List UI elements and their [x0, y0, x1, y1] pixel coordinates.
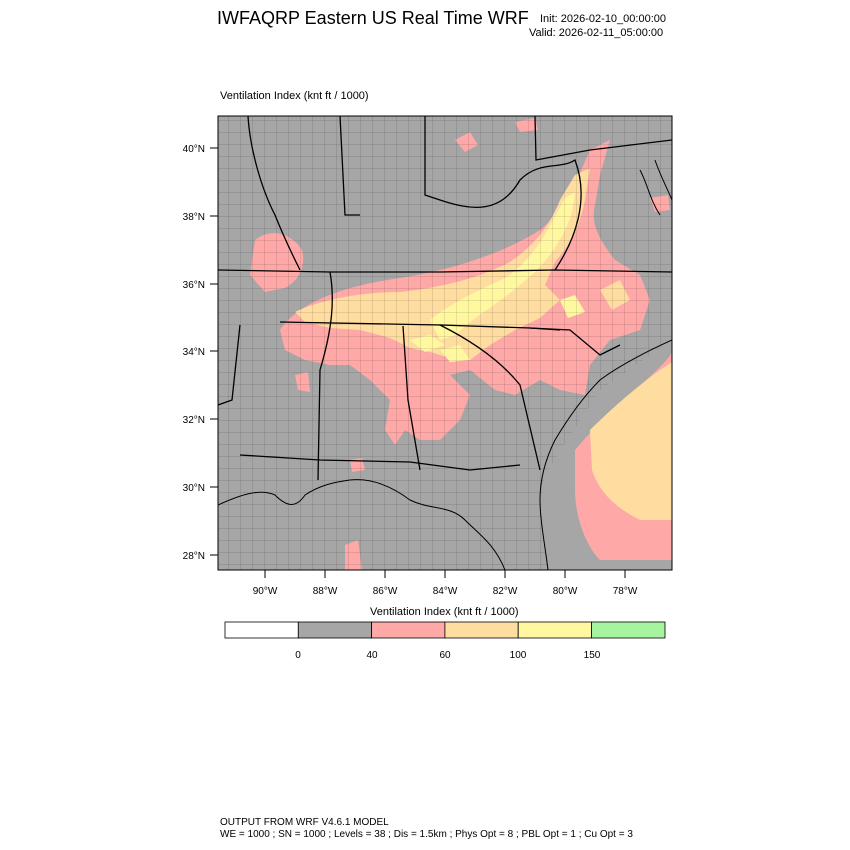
lon-label-82: 82°W [493, 586, 518, 597]
map-title: IWFAQRP Eastern US Real Time WRF [217, 8, 529, 28]
lat-label-38: 38°N [183, 212, 205, 223]
county-lines [218, 116, 672, 570]
model-info-line1: OUTPUT FROM WRF V4.6.1 MODEL [220, 817, 389, 828]
colorbar-swatch-3 [444, 621, 519, 639]
colorbar-swatch-0 [224, 621, 299, 639]
colorbar-label-0: 0 [295, 650, 301, 661]
field-label: Ventilation Index (knt ft / 1000) [220, 90, 369, 102]
colorbar-swatch-2 [371, 621, 446, 639]
colorbar-label-60: 60 [439, 650, 451, 661]
colorbar-label-40: 40 [366, 650, 378, 661]
lat-label-32: 32°N [183, 415, 205, 426]
lat-label-34: 34°N [183, 347, 205, 358]
lat-axis [210, 147, 218, 556]
lat-label-28: 28°N [183, 551, 205, 562]
lon-label-86: 86°W [373, 586, 398, 597]
colorbar-swatch-5 [591, 621, 666, 639]
colorbar-title: Ventilation Index (knt ft / 1000) [370, 606, 519, 618]
lat-label-36: 36°N [183, 280, 205, 291]
lon-axis [264, 570, 626, 578]
colorbar-swatch-1 [297, 621, 372, 639]
colorbar [224, 621, 666, 639]
map-area [218, 116, 672, 570]
lon-label-78: 78°W [613, 586, 638, 597]
init-time: Init: 2026-02-10_00:00:00 [540, 13, 666, 25]
lat-label-40: 40°N [183, 144, 205, 155]
valid-time: Valid: 2026-02-11_05:00:00 [529, 27, 664, 39]
lon-label-90: 90°W [253, 586, 278, 597]
lon-label-84: 84°W [433, 586, 458, 597]
colorbar-label-150: 150 [584, 650, 601, 661]
colorbar-label-100: 100 [510, 650, 527, 661]
lon-label-80: 80°W [553, 586, 578, 597]
coastline [218, 159, 672, 570]
state-boundaries [218, 116, 672, 481]
model-info-line2: WE = 1000 ; SN = 1000 ; Levels = 38 ; Di… [220, 829, 633, 840]
colorbar-swatch-4 [517, 621, 592, 639]
lat-label-30: 30°N [183, 483, 205, 494]
lon-label-88: 88°W [313, 586, 338, 597]
